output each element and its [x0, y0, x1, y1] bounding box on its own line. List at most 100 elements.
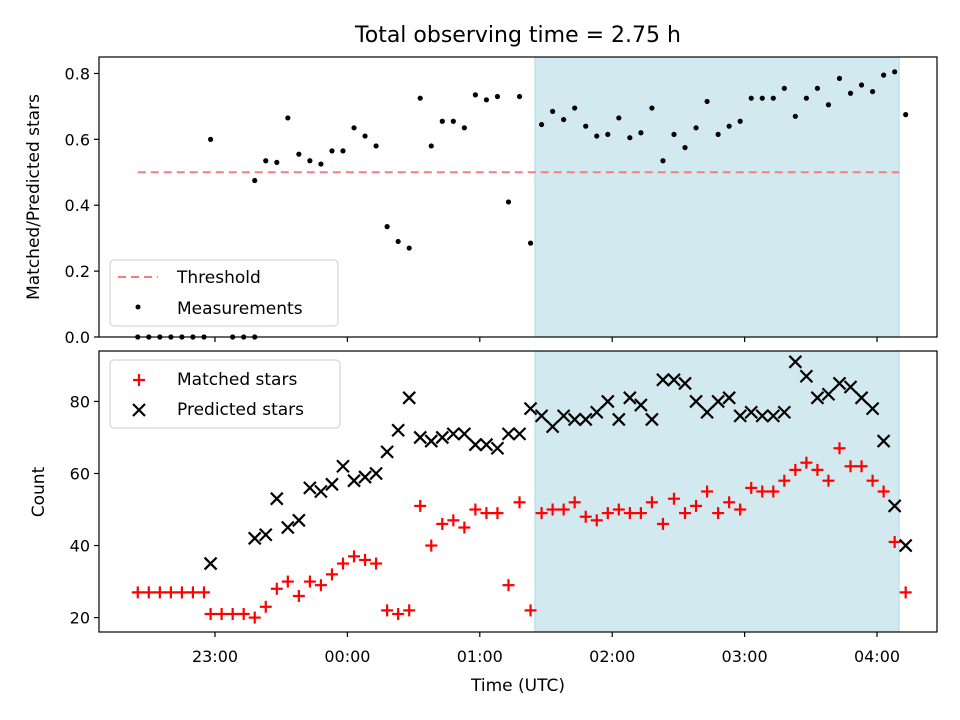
- ratio-plot-area: 0.0 0.2 0.4 0.6 0.8: [65, 56, 938, 347]
- count-plot-area: 20 40 60 80 23:00 00:00 01:00 02:00 03:00 04:00: [70, 350, 938, 666]
- data-point: [756, 485, 769, 498]
- data-point: [447, 514, 460, 527]
- cross-b: [744, 405, 758, 420]
- y-tick-label: 20: [70, 609, 90, 628]
- data-point: [523, 401, 538, 416]
- cross-b: [567, 412, 582, 427]
- y-tick-label: 0.2: [65, 262, 90, 281]
- data-point: [461, 125, 467, 131]
- data-point: [259, 600, 272, 613]
- data-point: [207, 136, 214, 142]
- cross-b: [556, 409, 571, 423]
- data-point: [392, 607, 405, 620]
- data-point: [693, 125, 699, 131]
- data-point: [712, 507, 725, 520]
- x-tick-label: 04:00: [854, 647, 900, 666]
- data-point: [789, 463, 802, 476]
- cross-b: [358, 470, 372, 484]
- data-point: [281, 575, 294, 588]
- cross-b: [336, 459, 350, 474]
- data-point: [833, 442, 846, 455]
- data-point: [847, 90, 854, 96]
- data-point: [516, 93, 523, 100]
- cross-b: [589, 405, 604, 420]
- data-point: [579, 510, 592, 523]
- data-point: [436, 517, 449, 530]
- y-tick-label: 0.6: [65, 130, 90, 149]
- cross-b: [656, 373, 670, 387]
- y-axis-label-count: Count: [29, 466, 49, 517]
- y-tick-label: 40: [70, 537, 90, 556]
- data-point: [329, 148, 335, 154]
- cross-b: [457, 427, 472, 441]
- data-point: [623, 507, 636, 520]
- data-point: [678, 376, 692, 391]
- cross-b: [391, 423, 405, 438]
- data-point: [362, 133, 368, 139]
- data-point: [821, 387, 836, 402]
- data-point: [370, 557, 383, 570]
- cross-b: [270, 491, 284, 506]
- data-point: [887, 499, 902, 513]
- cross-b: [722, 391, 736, 405]
- data-point: [690, 499, 703, 512]
- data-point: [358, 470, 372, 484]
- data-point: [524, 604, 537, 617]
- data-point: [414, 499, 427, 512]
- cross-b: [380, 445, 394, 459]
- data-point: [348, 550, 361, 563]
- data-point: [502, 579, 515, 592]
- y-tick-label: 80: [70, 392, 90, 411]
- data-point: [877, 485, 890, 498]
- cross-b: [755, 409, 770, 423]
- cross-b: [700, 405, 714, 420]
- cross-b: [490, 441, 505, 456]
- data-point: [656, 517, 669, 530]
- data-point: [634, 398, 648, 412]
- cross-b: [325, 477, 339, 492]
- series-predicted-stars: [203, 355, 913, 571]
- data-point: [667, 492, 680, 505]
- data-point: [656, 373, 670, 387]
- data-point: [351, 125, 357, 131]
- y-tick-label: 0.4: [65, 196, 90, 215]
- data-point: [561, 116, 567, 123]
- series-matched-stars: [131, 442, 912, 624]
- data-point: [491, 507, 504, 520]
- data-point: [792, 113, 798, 119]
- data-point: [733, 409, 747, 423]
- data-point: [263, 158, 269, 164]
- data-point: [898, 538, 913, 553]
- data-point: [843, 380, 858, 394]
- data-point: [679, 507, 692, 520]
- data-point: [810, 391, 825, 405]
- data-point: [292, 513, 306, 528]
- data-point: [814, 85, 821, 91]
- data-point: [457, 427, 472, 441]
- data-point: [513, 496, 526, 509]
- predicted-legend-swatch: [132, 403, 146, 417]
- data-point: [424, 434, 439, 448]
- data-point: [777, 405, 792, 420]
- data-point: [854, 391, 869, 405]
- data-point: [550, 108, 556, 114]
- data-point: [380, 445, 394, 459]
- matched-legend-label: Matched stars: [177, 370, 297, 390]
- cross-b: [314, 484, 328, 499]
- cross-b: [645, 412, 659, 427]
- data-point: [858, 82, 865, 88]
- data-point: [876, 434, 891, 448]
- data-point: [435, 430, 450, 445]
- cross-b: [733, 409, 747, 423]
- data-point: [402, 391, 416, 405]
- data-point: [755, 409, 770, 423]
- data-point: [590, 514, 603, 527]
- data-point: [844, 460, 857, 473]
- data-point: [483, 97, 490, 103]
- data-point: [479, 437, 494, 452]
- shaded-region: [534, 350, 900, 633]
- data-point: [903, 112, 909, 118]
- data-point: [153, 586, 166, 599]
- count-legend: Matched stars Predicted stars: [109, 359, 341, 429]
- data-point: [336, 557, 349, 570]
